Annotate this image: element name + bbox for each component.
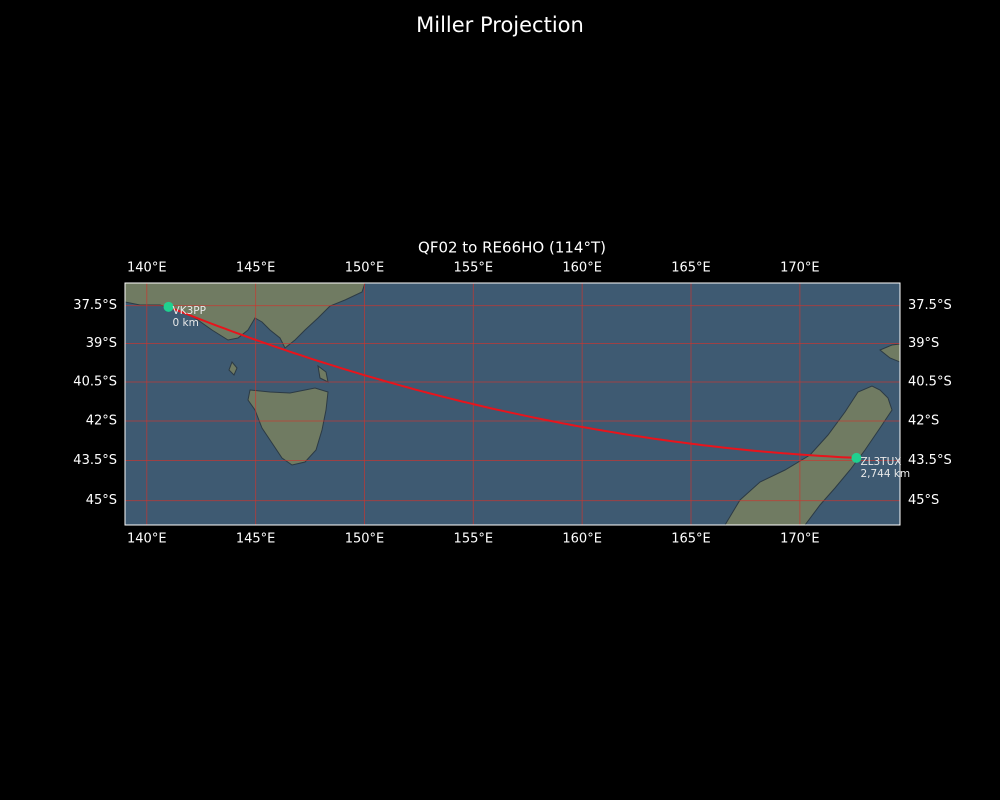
map-frame	[124, 282, 901, 526]
king-island	[228, 361, 238, 376]
lat-label-right: 43.5°S	[908, 453, 952, 468]
labels: 140°E 140°E 145°E 145°E 150°E 150°E 155°E 155°E…	[73, 261, 951, 547]
lat-label-left: 43.5°S	[73, 453, 117, 468]
new-zealand-north-island	[879, 343, 900, 363]
station-point	[163, 301, 174, 312]
great-circle-path	[168, 305, 857, 459]
lon-label-top: 140°E	[127, 261, 167, 276]
lon-label-bottom: 170°E	[780, 532, 820, 547]
lon-label-bottom: 155°E	[454, 532, 494, 547]
lat-label-right: 39°S	[908, 336, 939, 351]
lat-label-left: 45°S	[86, 493, 117, 508]
lat-label-right: 40.5°S	[908, 375, 952, 390]
lon-label-bottom: 160°E	[562, 532, 602, 547]
station-distance: 0 km	[173, 317, 199, 329]
lat-label-left: 37.5°S	[73, 298, 117, 313]
lat-label-right: 45°S	[908, 493, 939, 508]
station-name: VK3PP	[173, 305, 206, 317]
lon-label-top: 150°E	[345, 261, 385, 276]
route	[163, 301, 862, 463]
lat-label-right: 42°S	[908, 414, 939, 429]
station-distance: 2,744 km	[860, 468, 910, 480]
station-name: ZL3TUX	[860, 456, 901, 468]
lat-label-left: 42°S	[86, 414, 117, 429]
lat-label-left: 40.5°S	[73, 375, 117, 390]
station-point	[851, 452, 862, 463]
lat-label-left: 39°S	[86, 336, 117, 351]
lon-label-bottom: 150°E	[345, 532, 385, 547]
lon-label-top: 155°E	[454, 261, 494, 276]
tasmania	[247, 387, 329, 466]
lon-label-top: 170°E	[780, 261, 820, 276]
lon-label-bottom: 140°E	[127, 532, 167, 547]
subtitle: QF02 to RE66HO (114°T)	[418, 239, 606, 257]
lon-label-top: 165°E	[671, 261, 711, 276]
lon-label-bottom: 145°E	[236, 532, 276, 547]
map-body	[125, 283, 900, 525]
lon-label-top: 145°E	[236, 261, 276, 276]
lon-label-top: 160°E	[562, 261, 602, 276]
title: Miller Projection	[416, 13, 584, 37]
lat-label-right: 37.5°S	[908, 298, 952, 313]
lon-label-bottom: 165°E	[671, 532, 711, 547]
graticule	[125, 283, 900, 525]
